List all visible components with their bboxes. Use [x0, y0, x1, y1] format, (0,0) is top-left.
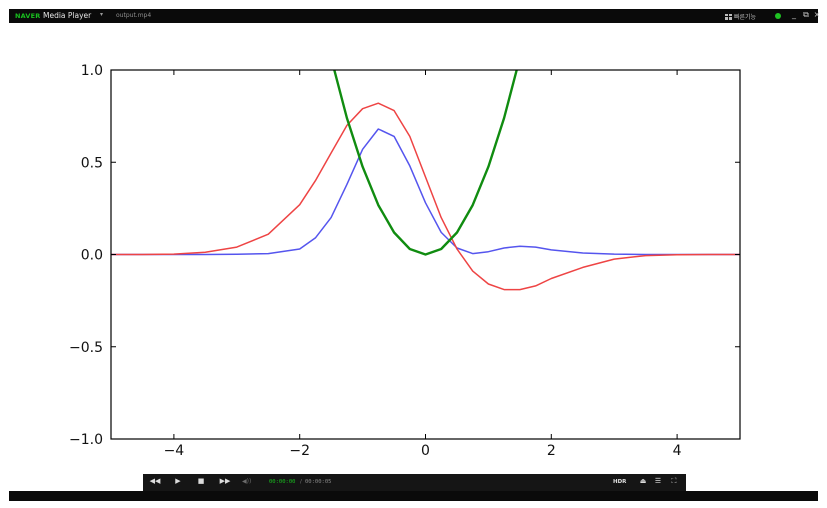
play-button[interactable]: ▶: [175, 477, 181, 485]
forward-button[interactable]: ▶▶: [219, 477, 231, 485]
volume-icon[interactable]: ◀)): [242, 478, 252, 485]
minimize-button[interactable]: _: [792, 10, 796, 19]
title-bar: NAVER Media Player ▾ output.mp4 빠른기능 _ ⧉…: [9, 9, 820, 23]
y-tick-label: 0.5: [81, 155, 103, 171]
y-tick-label: 0.0: [81, 248, 103, 264]
x-tick-label: 2: [547, 443, 556, 459]
y-tick-label: −0.5: [69, 340, 103, 356]
close-button[interactable]: ×: [813, 10, 821, 19]
app-menu-chevron-icon[interactable]: ▾: [100, 11, 104, 18]
app-name[interactable]: Media Player: [43, 11, 92, 20]
eject-icon[interactable]: ⏏: [639, 477, 647, 485]
x-tick-label: 4: [673, 443, 682, 459]
restore-button[interactable]: ⧉: [803, 10, 809, 19]
playback-controls: ◀◀ ▶ ■ ▶▶ ◀)) 00:00:00 / 00:00:05 HDR ⏏ …: [143, 474, 686, 491]
status-dot-icon: [775, 13, 781, 19]
hdr-button[interactable]: HDR: [613, 479, 627, 485]
y-tick-label: 1.0: [81, 63, 103, 79]
bottom-bar: [9, 491, 818, 501]
playlist-icon[interactable]: ☰: [654, 477, 662, 485]
brand-logo: NAVER: [15, 12, 41, 20]
total-time: 00:00:05: [305, 479, 332, 485]
series-line-1: [111, 128, 740, 256]
video-frame-plot: −4 −2 0 2 4 1.0 0.5 0.0 −0.5 −1.0: [69, 63, 741, 459]
time-separator: /: [300, 479, 302, 485]
quick-menu-label: 빠른기능: [734, 14, 757, 21]
x-tick-label: 0: [421, 443, 430, 459]
stop-button[interactable]: ■: [197, 477, 205, 485]
fullscreen-icon[interactable]: ⛶: [671, 477, 677, 485]
quick-menu-button[interactable]: 빠른기능: [725, 12, 756, 21]
y-tick-label: −1.0: [69, 432, 103, 448]
file-name: output.mp4: [116, 12, 152, 19]
series-line-2: [111, 102, 740, 291]
current-time: 00:00:00: [269, 479, 296, 485]
rewind-button[interactable]: ◀◀: [149, 477, 161, 485]
series-line-3: [333, 70, 518, 256]
grid-icon: [725, 13, 732, 20]
x-tick-label: −2: [289, 443, 310, 459]
x-tick-label: −4: [164, 443, 185, 459]
